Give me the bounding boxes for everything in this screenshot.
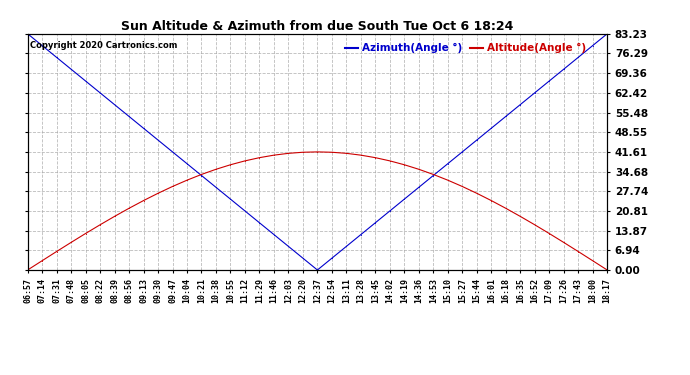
Text: Copyright 2020 Cartronics.com: Copyright 2020 Cartronics.com — [30, 41, 178, 50]
Legend: Azimuth(Angle °), Altitude(Angle °): Azimuth(Angle °), Altitude(Angle °) — [341, 39, 591, 57]
Title: Sun Altitude & Azimuth from due South Tue Oct 6 18:24: Sun Altitude & Azimuth from due South Tu… — [121, 20, 513, 33]
